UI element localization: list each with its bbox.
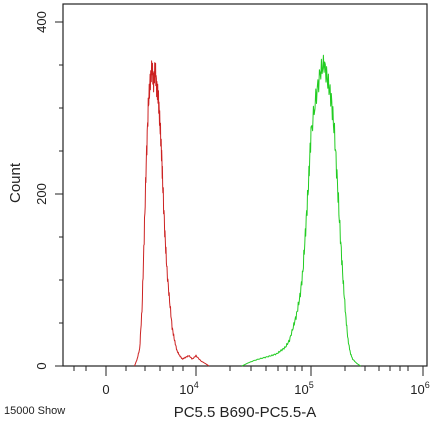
x-tick-label-1e6-base: 10 <box>410 382 424 397</box>
y-axis-ticks <box>55 21 63 367</box>
x-tick-label-1e5-base: 10 <box>294 382 308 397</box>
x-tick-label-1e4: 104 <box>179 380 198 397</box>
x-axis-title: PC5.5 B690-PC5.5-A <box>174 404 317 421</box>
histogram-series-0 <box>134 60 210 367</box>
plot-frame <box>62 3 428 367</box>
x-tick-label-1e4-exp: 4 <box>194 380 199 390</box>
y-tick-label-400: 400 <box>34 11 49 33</box>
x-tick-label-1e5: 105 <box>294 380 313 397</box>
y-tick-label-200: 200 <box>34 183 49 205</box>
histogram-series-1 <box>241 54 361 367</box>
x-tick-label-1e6: 106 <box>410 380 429 397</box>
series-layer <box>134 54 361 367</box>
x-tick-label-1e4-base: 10 <box>179 382 193 397</box>
y-axis-title: Count <box>7 162 24 203</box>
x-axis-ticks <box>73 366 424 376</box>
x-tick-label-0: 0 <box>102 382 109 397</box>
x-tick-label-1e5-exp: 5 <box>309 380 314 390</box>
x-tick-label-1e6-exp: 6 <box>425 380 430 390</box>
event-count-note: 15000 Show <box>4 405 65 417</box>
y-tick-label-0: 0 <box>34 362 49 369</box>
